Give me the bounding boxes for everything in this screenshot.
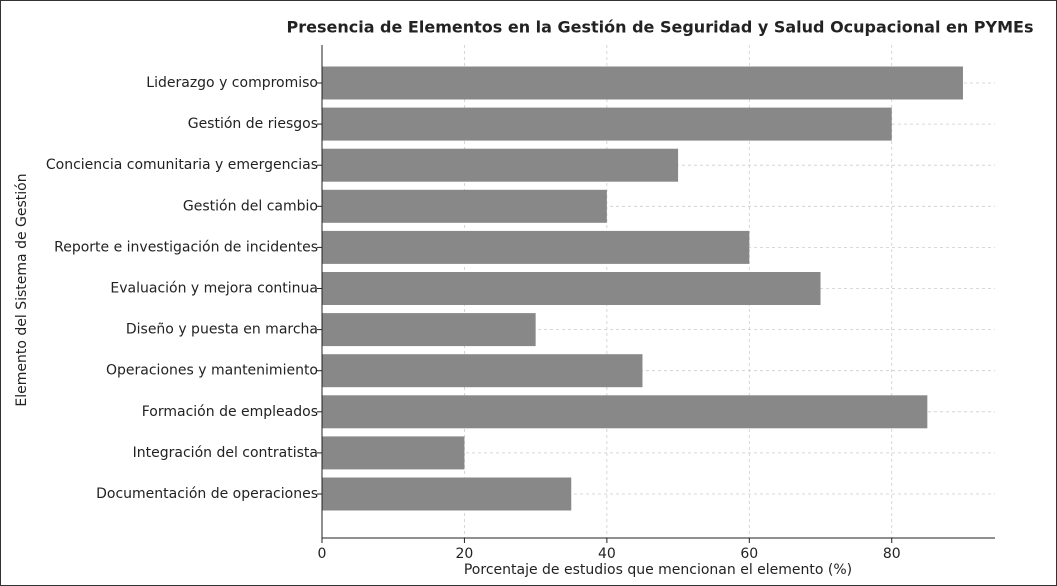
bar — [322, 354, 643, 388]
y-tick-label: Evaluación y mejora continua — [110, 281, 318, 297]
bar — [322, 189, 607, 223]
x-tick-label: 60 — [740, 546, 758, 562]
chart-title: Presencia de Elementos en la Gestión de … — [286, 18, 1033, 37]
y-axis-label: Elemento del Sistema de Gestión — [14, 173, 30, 406]
bar — [322, 107, 892, 141]
x-tick-label: 40 — [598, 546, 616, 562]
y-tick-label: Gestión del cambio — [183, 198, 318, 214]
x-tick-label: 80 — [883, 546, 901, 562]
y-tick-label: Formación de empleados — [142, 404, 318, 420]
bar — [322, 272, 821, 305]
bar — [322, 477, 572, 511]
y-tick-label: Integración del contratista — [133, 445, 318, 461]
y-tick-label: Gestión de riesgos — [188, 116, 318, 132]
y-tick-label: Conciencia comunitaria y emergencias — [46, 157, 318, 173]
x-tick-label: 20 — [456, 546, 474, 562]
y-tick-label: Liderazgo y compromiso — [146, 75, 318, 91]
bar — [322, 230, 750, 264]
bar — [322, 313, 536, 347]
y-tick-label: Operaciones y mantenimiento — [106, 363, 318, 379]
x-tick-label: 0 — [318, 546, 327, 562]
bar — [322, 436, 465, 470]
y-tick-label: Diseño y puesta en marcha — [126, 322, 318, 338]
y-tick-label: Documentación de operaciones — [96, 486, 318, 502]
bar — [322, 148, 679, 182]
x-axis-label: Porcentaje de estudios que mencionan el … — [464, 562, 852, 578]
bar — [322, 66, 963, 100]
y-tick-label: Reporte e investigación de incidentes — [54, 239, 318, 255]
bar — [322, 395, 928, 429]
